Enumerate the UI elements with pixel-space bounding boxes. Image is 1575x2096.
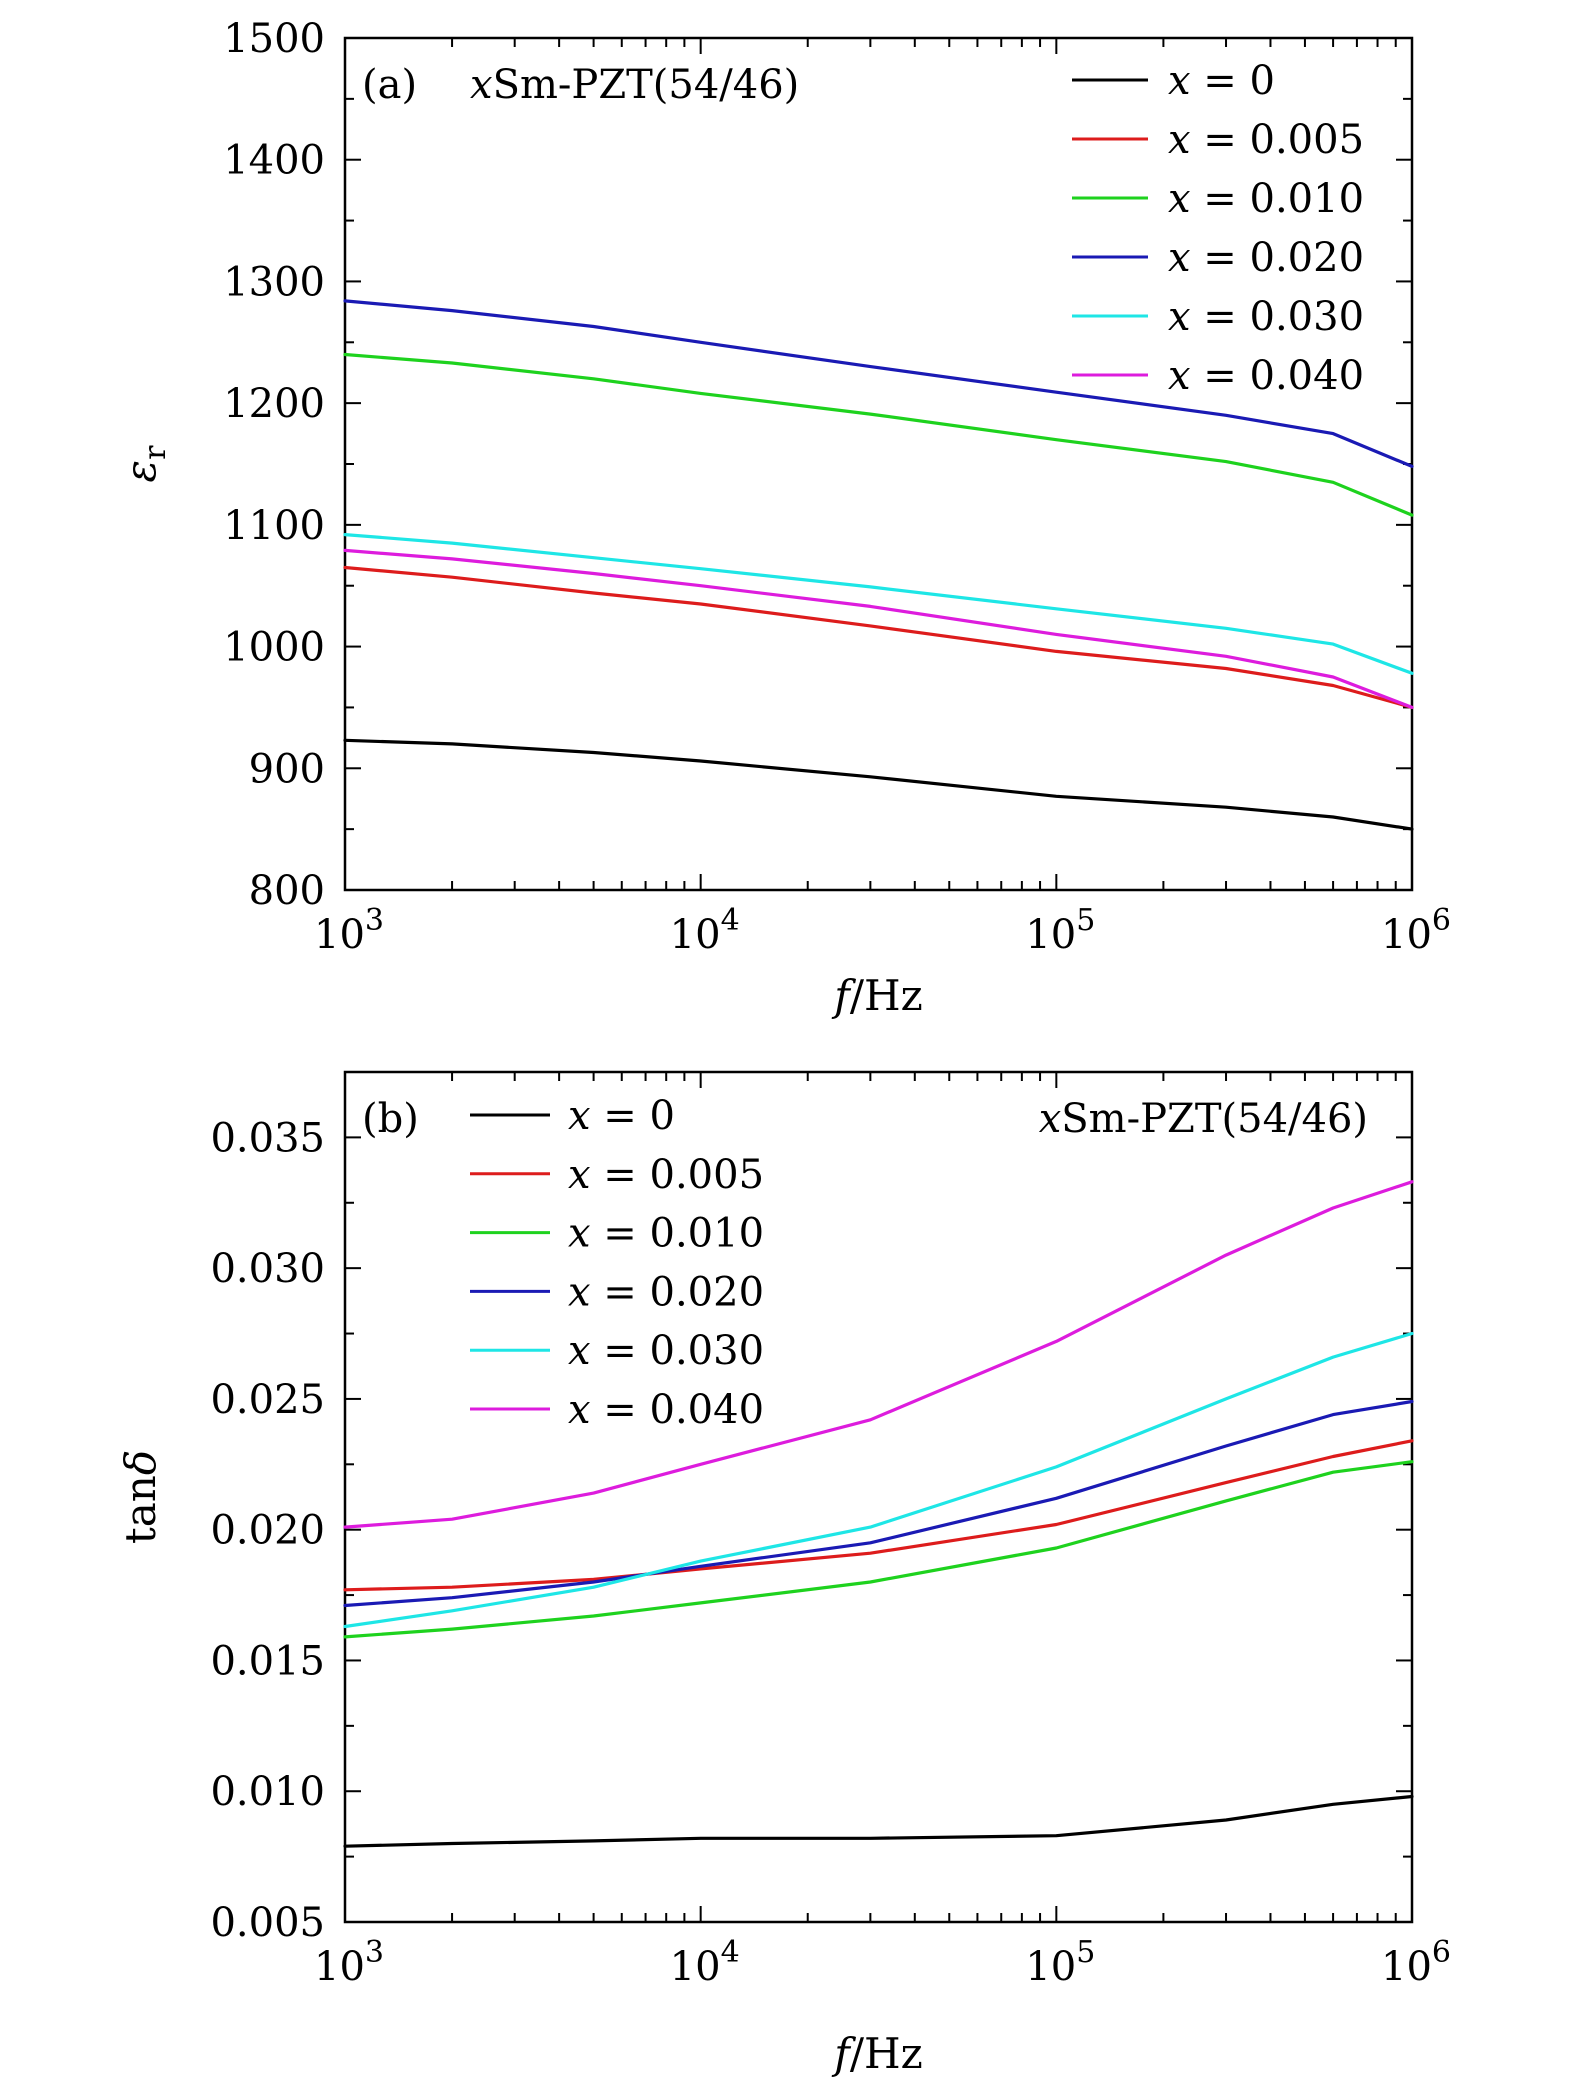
panel-b-legend-label-0: x = 0	[568, 1093, 675, 1139]
panel-b-legend-label-4: x = 0.030	[568, 1328, 764, 1374]
panel-b-y-tick-label: 0.010	[210, 1769, 325, 1815]
panel-b-legend-label-5: x = 0.040	[568, 1387, 764, 1433]
panel-a-plot-frame	[343, 36, 1414, 892]
panel-b-annotation: xSm-PZT(54/46)	[1039, 1096, 1368, 1142]
panel-a-series-line-2	[343, 352, 1414, 517]
panel-b-x-axis-title: f/Hz	[831, 2029, 922, 2078]
panel-b-y-tick-label: 0.025	[210, 1377, 325, 1423]
panel-a-y-tick-label: 1400	[223, 138, 325, 184]
panel-b-legend-label-2: x = 0.010	[568, 1211, 764, 1257]
panel-a-y-tick-label: 1100	[223, 503, 325, 549]
panel-a-y-tick-label: 900	[249, 746, 325, 792]
panel-b-x-tick-label: 105	[1025, 1935, 1095, 1990]
panel-a-series-line-5	[343, 548, 1414, 710]
panel-a-legend-label-3: x = 0.020	[1168, 235, 1364, 281]
panel-a-legend-label-1: x = 0.005	[1168, 117, 1364, 163]
panel-a-x-tick-label: 103	[314, 903, 384, 958]
panel-b-y-tick-label: 0.030	[210, 1246, 325, 1292]
panel-a-legend-label-2: x = 0.010	[1168, 176, 1364, 222]
panel-b-series-line-4	[343, 1331, 1414, 1629]
panel-a-x-tick-label: 106	[1381, 903, 1451, 958]
panel-b-series-line-1	[343, 1439, 1414, 1592]
panel-b-y-axis-title: tanδ	[116, 1450, 165, 1544]
panel-a-y-axis-title: εr	[116, 445, 173, 483]
panel-b-series-line-2	[343, 1460, 1414, 1639]
panel-a-annotation: xSm-PZT(54/46)	[470, 62, 799, 108]
panel-a-y-tick-label: 1000	[223, 625, 325, 671]
panel-b-y-tick-label: 0.020	[210, 1508, 325, 1554]
panel-a-y-tick-label: 800	[249, 868, 325, 914]
panel-a-x-axis-title: f/Hz	[831, 971, 922, 1020]
panel-a-series-line-0	[343, 738, 1414, 831]
panel-b-series-line-3	[343, 1399, 1414, 1608]
panel-a-legend-label-4: x = 0.030	[1168, 294, 1364, 340]
panel-a-x-tick-label: 105	[1025, 903, 1095, 958]
panel-a-y-tick-label: 1200	[223, 381, 325, 427]
panel-b-series-line-0	[343, 1794, 1414, 1848]
panel-b-panel-label: (b)	[362, 1096, 419, 1142]
panel-a-legend-label-5: x = 0.040	[1168, 353, 1364, 399]
panel-a-legend-label-0: x = 0	[1168, 58, 1275, 104]
panel-b-x-tick-label: 106	[1381, 1935, 1451, 1990]
panel-a-series-line-3	[343, 299, 1414, 468]
panel-b-plot-frame	[343, 1070, 1414, 1924]
panel-a-panel-label: (a)	[362, 62, 417, 108]
panel-a-series-line-1	[343, 565, 1414, 710]
panel-b-y-tick-label: 0.035	[210, 1115, 325, 1161]
panel-b-x-tick-label: 103	[314, 1935, 384, 1990]
panel-b-legend-label-3: x = 0.020	[568, 1269, 764, 1315]
panel-b-x-tick-label: 104	[670, 1935, 740, 1990]
panel-b-series-line-5	[343, 1180, 1414, 1529]
panel-a-series-line-4	[343, 532, 1414, 675]
panel-b-y-tick-label: 0.015	[210, 1638, 325, 1684]
panel-a-y-tick-label: 1500	[223, 16, 325, 62]
panel-a-x-tick-label: 104	[670, 903, 740, 958]
panel-a-y-tick-label: 1300	[223, 259, 325, 305]
panel-b-legend-label-1: x = 0.005	[568, 1152, 764, 1198]
panel-b-y-tick-label: 0.005	[210, 1900, 325, 1946]
